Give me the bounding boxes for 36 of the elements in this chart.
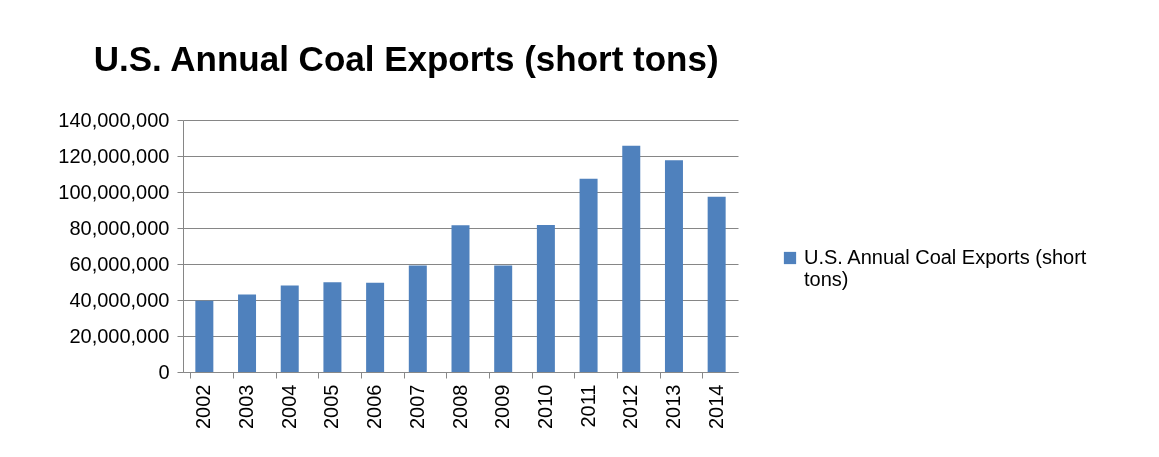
y-tick-label: 120,000,000: [58, 144, 170, 167]
x-tick-label: 2013: [661, 384, 684, 429]
x-tick-label: 2005: [320, 384, 343, 429]
y-tick-label: 80,000,000: [69, 216, 170, 239]
x-tick-label: 2010: [533, 384, 556, 429]
bar: [622, 145, 641, 372]
x-tick-label: 2006: [363, 384, 386, 429]
x-tick-label: 2008: [448, 384, 471, 429]
bar: [408, 265, 427, 372]
x-tick-label: 2002: [192, 384, 215, 429]
x-tick-label: 2011: [576, 384, 599, 428]
chart-title: U.S. Annual Coal Exports (short tons): [93, 39, 719, 78]
x-tick-label: 2012: [619, 384, 642, 429]
x-tick-label: 2014: [704, 384, 727, 429]
bar: [280, 285, 299, 372]
bar: [323, 282, 342, 372]
y-tick-label: 0: [158, 360, 170, 383]
bar: [707, 196, 726, 372]
bar: [366, 282, 385, 372]
bar: [451, 225, 470, 372]
y-tick-label: 100,000,000: [58, 180, 170, 203]
bar: [664, 160, 683, 372]
y-tick-label: 60,000,000: [69, 252, 170, 275]
y-tick-label: 40,000,000: [69, 288, 170, 311]
x-tick-label: 2007: [405, 384, 428, 429]
x-tick-label: 2009: [491, 384, 514, 429]
bar: [494, 265, 513, 372]
bar: [579, 178, 598, 372]
x-tick-label: 2004: [277, 384, 300, 429]
legend-label: U.S. Annual Coal Exports (short tons): [804, 246, 1087, 290]
bar: [195, 300, 214, 372]
bar: [238, 294, 257, 372]
y-tick-label: 20,000,000: [69, 324, 170, 347]
y-tick-label: 140,000,000: [58, 108, 170, 131]
x-tick-label: 2003: [235, 384, 258, 429]
bar: [536, 224, 555, 372]
